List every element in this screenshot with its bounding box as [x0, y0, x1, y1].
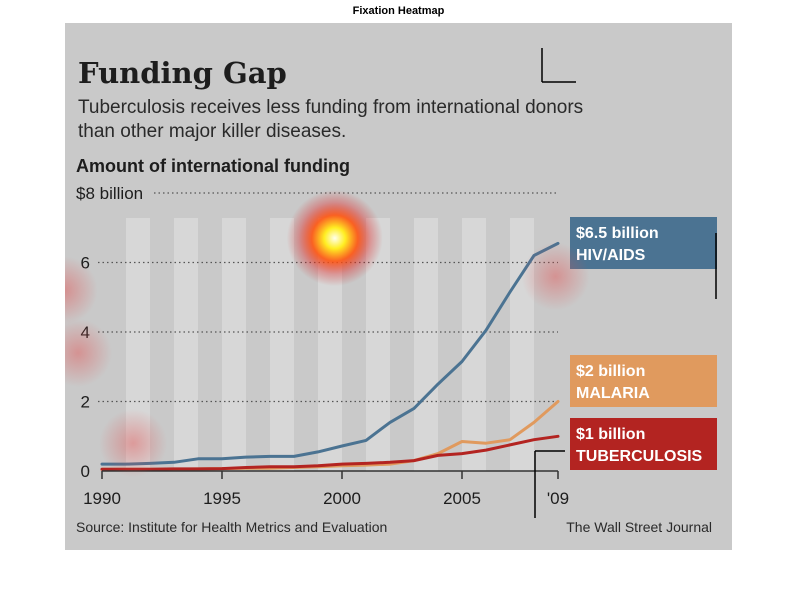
label-box-hiv [570, 217, 717, 269]
fixation-spot [65, 256, 98, 325]
funding-gap-chart: Funding Gap Tuberculosis receives less f… [65, 48, 717, 535]
year-stripe [414, 218, 438, 471]
fixation-spot [521, 242, 590, 311]
label-value-hiv: $6.5 billion [576, 225, 659, 242]
series-line-hiv [100, 241, 560, 466]
y-axis-label: Amount of international funding [76, 156, 350, 176]
year-stripes [126, 218, 534, 471]
label-name-malaria: MALARIA [576, 385, 650, 402]
label-value-tb: $1 billion [576, 426, 645, 443]
chart-title: Funding Gap [78, 56, 287, 90]
year-stripe [174, 218, 198, 471]
y-tick-label: 6 [81, 254, 90, 273]
year-stripe [270, 218, 294, 471]
fixation-spot [286, 190, 383, 287]
y-tick-label: $8 billion [76, 184, 143, 203]
label-name-tb: TUBERCULOSIS [576, 448, 703, 465]
series-line-tb [100, 434, 560, 471]
fixation-spot [99, 409, 168, 478]
series-label-boxes: $6.5 billion HIV/AIDS $2 billion MALARIA $1 … [570, 217, 717, 470]
x-tick-label: 1990 [83, 489, 121, 508]
window-title: Fixation Heatmap [352, 5, 445, 17]
fixation-spot [65, 318, 112, 387]
x-tick-label: '09 [547, 489, 569, 508]
x-tick-label: 1995 [203, 489, 241, 508]
series-lines [100, 241, 560, 471]
x-tick-label: 2000 [323, 489, 361, 508]
annotation-marks [534, 48, 717, 518]
label-value-malaria: $2 billion [576, 363, 645, 380]
source-note: Source: Institute for Health Metrics and… [76, 519, 387, 535]
chart-figure: Funding Gap Tuberculosis receives less f… [65, 23, 732, 550]
label-name-hiv: HIV/AIDS [576, 247, 646, 264]
year-stripe [222, 218, 246, 471]
y-tick-label: 2 [81, 393, 90, 412]
label-box-malaria [570, 355, 717, 407]
subtitle-line-2: than other major killer diseases. [78, 121, 346, 142]
x-tick-labels: 1990 1995 2000 2005 '09 [83, 471, 569, 508]
fixation-heatmap [65, 190, 590, 478]
y-tick-label: 0 [81, 462, 90, 481]
label-box-tb [570, 418, 717, 470]
credit-note: The Wall Street Journal [566, 519, 712, 535]
subtitle-line-1: Tuberculosis receives less funding from … [78, 97, 583, 118]
x-tick-label: 2005 [443, 489, 481, 508]
